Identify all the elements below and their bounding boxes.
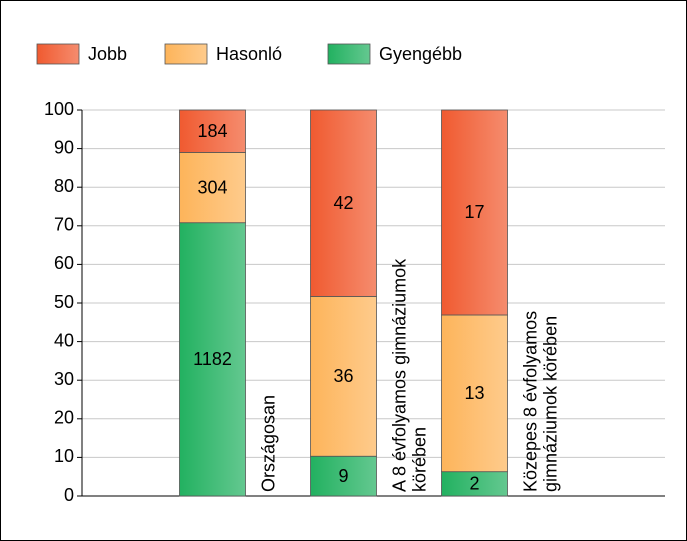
data-label: 304 [197,177,227,197]
bar-segment [310,296,377,457]
y-tick-label: 0 [64,485,74,505]
legend-label: Hasonló [216,44,282,64]
y-tick-label: 50 [54,292,74,312]
data-label: 17 [464,202,484,222]
legend-swatch [327,43,371,65]
legend-label: Jobb [88,44,127,64]
y-tick-label: 90 [54,137,74,157]
y-tick-label: 100 [44,99,74,119]
legend-label: Gyengébb [379,44,462,64]
data-label: 13 [464,383,484,403]
data-label: 184 [197,121,227,141]
data-label: 9 [338,466,348,486]
bar-segment [179,109,246,153]
bar-segment [441,471,508,497]
y-tick-label: 20 [54,408,74,428]
bar-segment [441,314,508,473]
y-tick-label: 40 [54,330,74,350]
legend-swatch [36,43,80,65]
y-tick-label: 70 [54,215,74,235]
bar-segment [441,109,508,316]
y-tick-label: 30 [54,369,74,389]
bar-segment [310,109,377,297]
bar-segment [179,222,246,497]
x-tick-label: Országosan [258,395,278,492]
data-label: 42 [333,193,353,213]
data-label: 1182 [193,349,232,369]
data-label: 36 [333,366,353,386]
legend-swatch [164,43,208,65]
x-tick-label: Közepes 8 évfolyamosgimnáziumok körében [520,311,560,492]
bar-segment [310,455,377,497]
y-tick-label: 10 [54,446,74,466]
y-tick-label: 60 [54,253,74,273]
data-label: 2 [469,474,479,494]
y-tick-label: 80 [54,176,74,196]
x-tick-label: A 8 évfolyamos gimnáziumokkörében [389,258,429,492]
